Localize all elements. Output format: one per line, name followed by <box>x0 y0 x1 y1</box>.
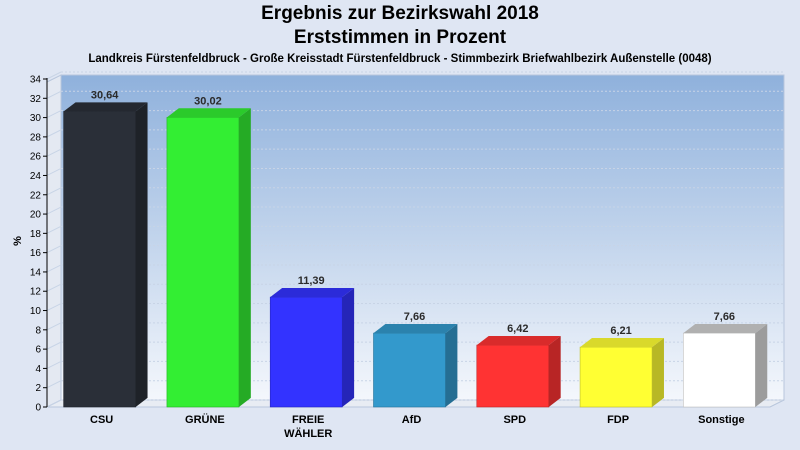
bar <box>373 332 446 408</box>
y-tick-label: 34 <box>30 75 42 86</box>
data-label: 30,02 <box>194 95 222 107</box>
y-tick-label: 22 <box>30 190 42 201</box>
bar-side <box>652 337 664 407</box>
bar-side <box>238 108 251 408</box>
bar-top <box>476 335 561 346</box>
gridline-side <box>46 322 62 331</box>
y-tick-label: 16 <box>30 248 42 259</box>
bar-side <box>755 324 768 407</box>
x-tick-label: FDP <box>607 414 629 426</box>
gridline-side <box>46 187 62 196</box>
y-tick-label: 4 <box>35 364 41 375</box>
y-tick-label: 32 <box>30 94 42 105</box>
bar-top <box>166 108 251 118</box>
gridline-side <box>46 245 62 254</box>
y-axis-label: % <box>12 236 24 246</box>
x-tick-label: SPD <box>503 414 526 426</box>
gridline-side <box>46 283 62 292</box>
bar <box>269 296 343 408</box>
bar <box>63 111 136 408</box>
data-label: 6,42 <box>507 323 528 335</box>
y-tick-label: 10 <box>30 306 42 317</box>
y-tick-label: 0 <box>35 403 41 414</box>
bar-top <box>580 337 664 348</box>
bar <box>476 344 550 408</box>
gridline-side <box>46 90 62 99</box>
x-tick-label: AfD <box>402 414 422 426</box>
x-tick-label: FREIE WÄHLER <box>284 414 332 440</box>
x-tick-label: CSU <box>90 414 113 426</box>
data-label: 11,39 <box>298 275 325 287</box>
x-tick-label: GRÜNE <box>185 413 225 426</box>
data-label: 7,66 <box>404 311 425 323</box>
chart-subtitle: Landkreis Fürstenfeldbruck - Große Kreis… <box>88 53 712 65</box>
gridline-side <box>46 168 62 176</box>
bar <box>579 346 653 408</box>
plot-side-wall <box>46 74 62 408</box>
data-label: 6,21 <box>610 325 631 337</box>
bar-side <box>342 288 355 407</box>
gridline-side <box>46 341 62 350</box>
y-tick-label: 20 <box>30 210 42 221</box>
gridline-side <box>46 71 62 80</box>
gridline-side <box>46 360 62 369</box>
y-tick-label: 24 <box>30 171 42 182</box>
y-tick-label: 28 <box>30 132 42 143</box>
data-label: 7,66 <box>714 311 735 323</box>
bar-side <box>548 335 561 407</box>
chart-title: Ergebnis zur Bezirkswahl 2018 <box>261 3 539 24</box>
y-tick-label: 30 <box>30 113 42 124</box>
bar <box>683 332 756 408</box>
gridline-side <box>46 399 62 408</box>
y-tick-label: 6 <box>35 345 41 356</box>
gridline-side <box>46 303 62 311</box>
y-tick-label: 12 <box>30 287 42 298</box>
y-tick-label: 2 <box>35 383 41 394</box>
chart-title-line2: Erststimmen in Prozent <box>293 27 507 48</box>
gridline-side <box>46 206 62 215</box>
bar-top <box>270 288 355 298</box>
bar-side <box>445 324 458 407</box>
bar-top <box>373 324 458 334</box>
y-tick-label: 8 <box>35 325 41 336</box>
gridline-side <box>46 129 62 138</box>
x-tick-label: Sonstige <box>698 414 744 426</box>
gridline-side <box>46 380 62 389</box>
gridline-side <box>46 264 62 273</box>
bar-top <box>63 102 148 112</box>
bar-top <box>683 324 768 334</box>
gridline-side <box>46 148 62 157</box>
gridline-side <box>46 110 62 119</box>
gridline-side <box>46 225 62 234</box>
y-tick-label: 14 <box>30 267 42 278</box>
y-tick-label: 18 <box>30 229 42 240</box>
data-label: 30,64 <box>91 89 119 101</box>
y-tick-label: 26 <box>30 152 42 163</box>
bar <box>166 117 240 408</box>
bar-side <box>135 102 148 407</box>
